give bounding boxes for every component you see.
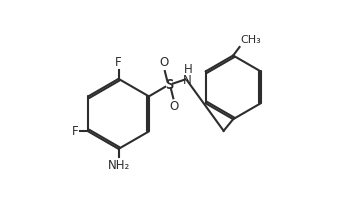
Text: O: O: [170, 100, 179, 113]
Text: F: F: [72, 125, 79, 138]
Text: S: S: [165, 78, 173, 92]
Text: N: N: [183, 74, 192, 87]
Text: NH₂: NH₂: [108, 160, 130, 172]
Text: F: F: [115, 56, 122, 69]
Text: H: H: [184, 63, 193, 76]
Text: O: O: [159, 56, 168, 69]
Text: CH₃: CH₃: [241, 35, 261, 45]
